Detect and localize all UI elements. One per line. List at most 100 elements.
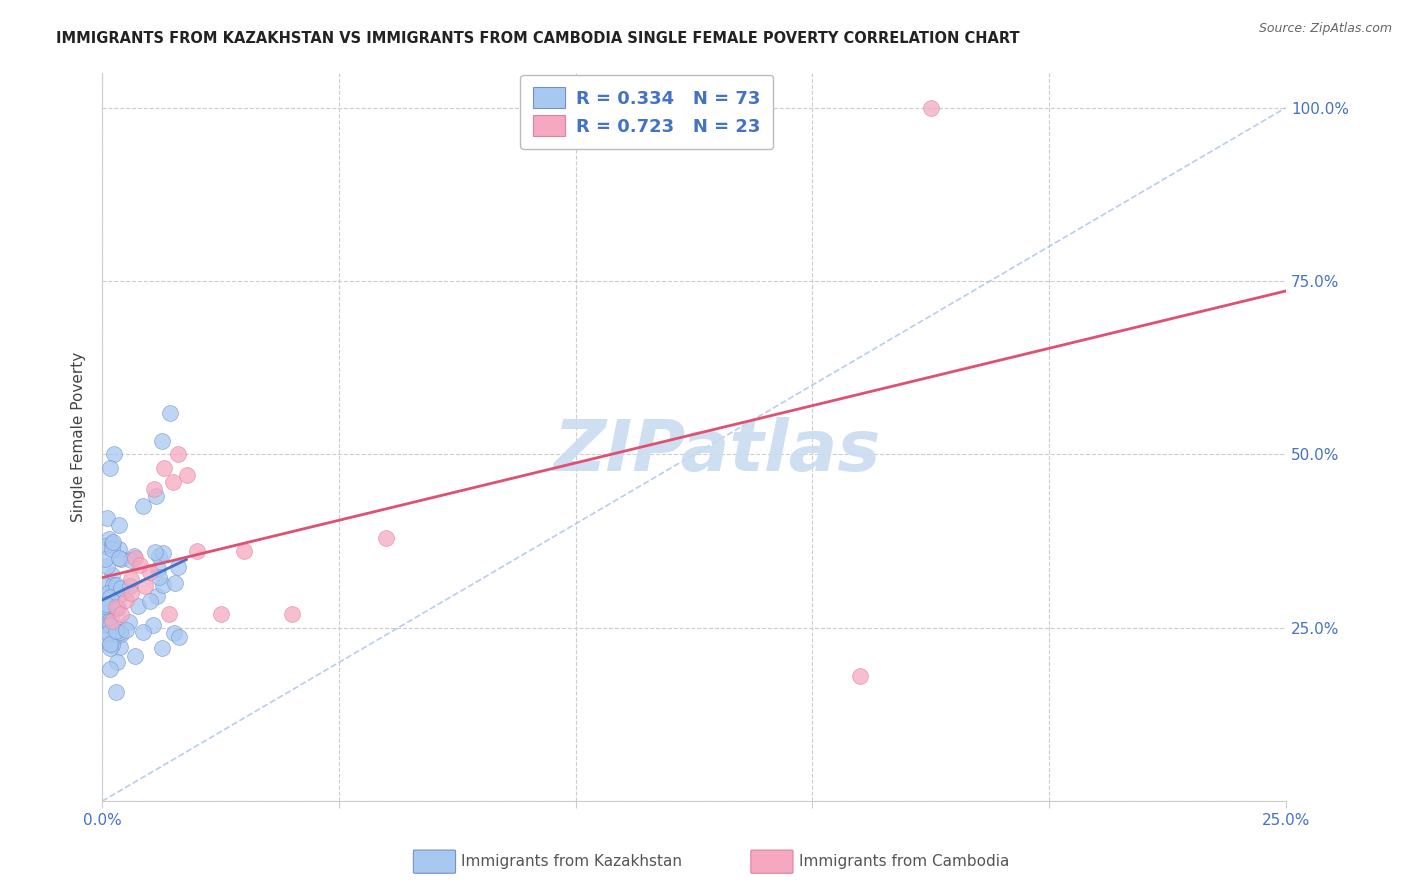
Point [145,489,167,503]
Point [98,606,121,620]
Point [101,537,124,551]
Y-axis label: Single Female Poverty: Single Female Poverty [72,352,86,522]
Point [105,577,128,591]
Point [94,608,117,623]
Point [96,617,118,632]
Point [93,606,115,620]
Point [142,617,165,632]
Point [104,685,127,699]
Point [100,568,122,582]
Point [110,607,132,621]
Point [101,577,124,591]
Point [233,544,256,558]
Point [101,638,124,652]
Point [143,545,166,559]
Point [110,640,132,654]
Point [110,552,132,566]
Point [165,576,187,591]
Point [101,534,124,549]
Point [176,468,198,483]
Legend: R = 0.334   N = 73, R = 0.723   N = 23: R = 0.334 N = 73, R = 0.723 N = 23 [520,75,773,149]
Point [98,532,121,546]
Point [163,625,186,640]
Point [110,627,132,641]
Point [849,669,872,683]
Point [127,599,149,614]
Point [118,615,141,630]
Point [159,406,181,420]
Point [100,541,122,556]
Point [167,630,190,644]
Point [120,553,142,567]
Point [150,641,173,656]
Point [108,542,131,557]
Point [375,531,398,545]
Point [93,599,115,613]
Point [97,585,120,599]
Point [98,461,121,475]
Point [157,607,180,621]
Point [97,614,120,628]
Point [100,600,122,615]
Point [152,461,174,475]
Point [148,570,170,584]
Point [146,590,169,604]
Point [134,579,156,593]
Point [97,615,120,630]
Point [129,558,152,573]
Point [94,632,117,647]
Point [124,649,146,664]
Point [115,593,138,607]
Point [108,550,131,565]
Point [132,499,155,513]
Point [110,581,132,595]
Point [96,559,118,574]
Text: ZIPatlas: ZIPatlas [554,417,882,486]
Point [122,549,145,563]
Text: IMMIGRANTS FROM KAZAKHSTAN VS IMMIGRANTS FROM CAMBODIA SINGLE FEMALE POVERTY COR: IMMIGRANTS FROM KAZAKHSTAN VS IMMIGRANTS… [56,31,1019,46]
Point [96,511,118,525]
Point [98,591,121,605]
Point [107,600,129,615]
Text: Source: ZipAtlas.com: Source: ZipAtlas.com [1258,22,1392,36]
Point [139,594,162,608]
Point [96,597,118,611]
Point [138,566,160,580]
Point [107,518,129,533]
Point [148,562,170,576]
Point [209,607,232,621]
Point [280,607,302,621]
Point [101,632,124,646]
Point [115,623,138,637]
Point [94,578,117,592]
Point [152,546,174,560]
Point [167,447,190,461]
Point [120,579,142,593]
Point [124,551,146,566]
Point [110,587,132,601]
Point [143,482,166,496]
Point [98,662,121,676]
Text: Immigrants from Kazakhstan: Immigrants from Kazakhstan [461,855,682,869]
Point [98,618,121,632]
Point [105,655,128,669]
Point [98,637,121,651]
Point [920,101,942,115]
Text: Immigrants from Cambodia: Immigrants from Cambodia [799,855,1010,869]
Point [110,624,132,639]
Point [93,551,115,566]
Point [152,434,174,448]
Point [104,624,127,639]
Point [105,601,128,615]
Point [162,475,184,490]
Point [148,549,170,563]
Point [152,578,174,592]
Point [97,626,120,640]
Point [94,539,117,553]
Point [186,544,208,558]
Point [100,614,122,628]
Point [132,624,155,639]
Point [103,447,125,461]
Point [167,560,190,574]
Point [105,599,128,614]
